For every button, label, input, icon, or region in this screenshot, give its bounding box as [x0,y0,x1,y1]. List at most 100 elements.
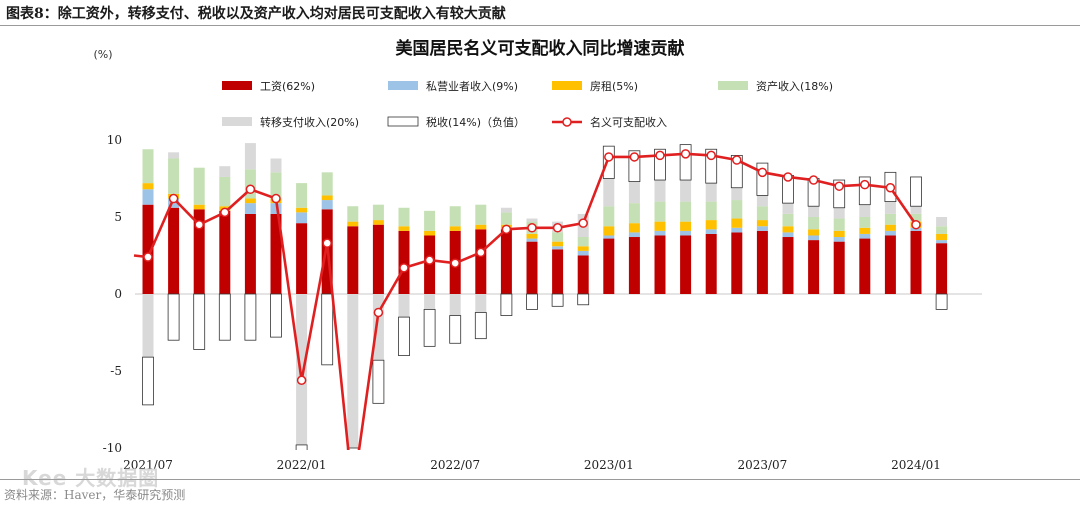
bar-segment [808,217,820,230]
bar-segment [372,224,384,294]
bar-segment [398,226,410,231]
bar-segment [296,183,308,208]
bar-segment [603,235,615,239]
legend-swatch [718,81,748,90]
income-line-point [552,223,563,233]
bar-segment [244,293,257,341]
bar-segment [859,204,871,217]
income-line-point [501,224,512,235]
bar-segment [526,233,538,239]
bar-segment [808,229,820,236]
bar-segment [756,162,769,196]
bar-segment [552,246,564,250]
bar-segment [859,233,871,239]
bar-segment [372,204,384,221]
bar-segment [859,227,871,234]
bar-segment [474,312,487,340]
bar-segment [782,237,794,294]
bar-segment [679,144,692,181]
bar-segment [168,207,180,294]
bar-segment [654,235,666,294]
bar-segment [936,233,948,241]
bar-segment [884,235,896,294]
legend-swatch [552,81,582,90]
legend-label: 资产收入(18%) [756,79,833,93]
y-axis: 10 5 0 -5 -10 [103,133,122,455]
bar-segment [296,212,308,224]
bar-segment [808,235,820,241]
income-line-point [604,152,614,162]
bar-segment [372,359,385,404]
bar-segment [244,213,256,294]
bar-segment [372,294,384,361]
bar-segment [475,224,487,230]
bar-segment [449,294,461,316]
income-line-point [834,181,844,191]
bar-segment [424,210,436,231]
bar-segment [577,293,590,306]
bar-segment [423,308,436,347]
bar-segment [756,220,768,227]
income-line-point [296,375,307,385]
bar-segment [756,206,768,221]
income-line-point [194,219,204,230]
bar-segment [577,250,589,256]
bar-segment [680,201,692,222]
chart: 美国居民名义可支配收入同比增速贡献 (%) 工资(62%) 私营业者收入(9%) 房… [93,38,982,472]
bar-segment [270,203,282,214]
bar-segment [449,226,461,231]
bar-segment [628,181,640,204]
bar-segment [833,241,845,294]
bar-segment [628,203,640,224]
bar-segment [347,206,359,222]
figure-title: 图表8：除工资外，转移支付、税收以及资产收入均对居民可支配收入有较大贡献 [6,6,506,22]
bar-segment [884,213,896,225]
legend-swatch [387,116,419,127]
bar-segment [500,293,513,316]
bar-segment [654,230,666,236]
income-line-point [168,193,179,204]
bar-segment [321,172,333,196]
bar-segment [193,293,206,350]
bar-segment [219,210,231,294]
bar-segment [680,230,692,236]
income-line-point [527,223,537,233]
bar-segment [808,206,820,217]
bar-segment [859,238,871,294]
x-tick-label: 2023/01 [584,458,634,472]
income-line-point [578,218,588,228]
bar-segment [628,232,640,238]
bar-segment [910,176,922,207]
bar-segment [936,217,948,227]
bar-segment [244,203,256,214]
income-line-point [476,247,486,258]
legend-label: 房租(5%) [590,80,638,93]
bar-segment [705,183,717,202]
bar-segment [577,237,589,247]
bar-segment [910,206,922,214]
bar-segment [833,237,845,242]
bar-segment [193,209,205,294]
bar-segment [168,152,180,159]
bar-segment [270,158,282,173]
bar-segment [372,220,384,225]
bar-segment [705,201,717,221]
bar-segment [475,229,487,294]
bar-segment [602,145,615,179]
bar-segment [193,167,205,205]
legend-marker [562,117,572,127]
legend-swatch [222,117,252,126]
bar-segment [782,226,794,233]
income-line-point [399,263,409,273]
bar-segment [142,189,154,205]
bar-segment [398,294,410,318]
bar-segment [884,230,896,236]
bar-segment [756,230,768,294]
bar-segment [346,447,359,450]
legend-label: 税收(14%)（负值） [426,115,525,129]
income-line-point [143,252,153,262]
y-tick-label: 0 [114,287,122,301]
source-note: 资料来源：Haver，华泰研究预测 [4,488,186,502]
income-line-point [424,255,435,265]
bar-segment [859,217,871,228]
